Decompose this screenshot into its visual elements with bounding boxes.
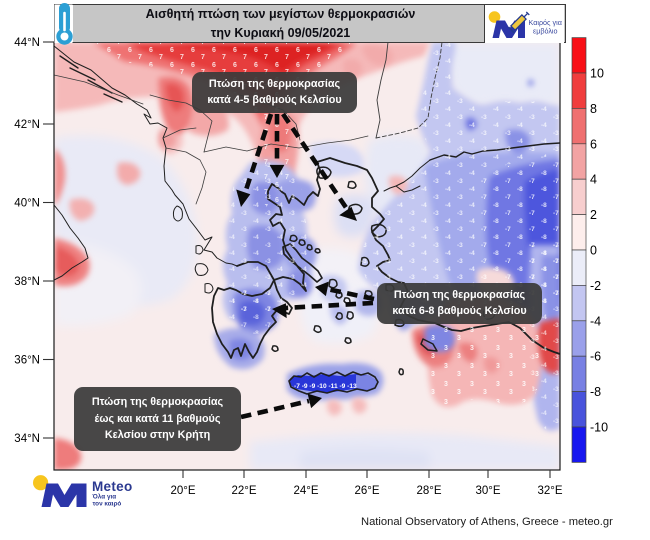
svg-text:-10: -10: [590, 421, 608, 435]
svg-text:τον καιρό: τον καιρό: [93, 501, 122, 508]
svg-text:44°N: 44°N: [14, 37, 40, 49]
svg-text:36°N: 36°N: [14, 355, 40, 367]
svg-text:-8: -8: [590, 385, 601, 399]
svg-text:4: 4: [590, 173, 597, 187]
svg-text:26°E: 26°E: [354, 485, 379, 497]
svg-text:-2: -2: [590, 279, 601, 293]
svg-text:Meteo: Meteo: [92, 479, 133, 494]
svg-text:24°E: 24°E: [293, 485, 318, 497]
svg-text:Καιρός για: Καιρός για: [529, 18, 562, 27]
svg-text:8: 8: [590, 102, 597, 116]
svg-text:Όλα για: Όλα για: [92, 493, 117, 501]
svg-text:30°E: 30°E: [475, 485, 500, 497]
svg-text:40°N: 40°N: [14, 198, 40, 210]
svg-text:-6: -6: [590, 350, 601, 364]
svg-text:2: 2: [590, 208, 597, 222]
svg-text:εμβόλιο: εμβόλιο: [533, 26, 558, 35]
svg-text:-4: -4: [590, 314, 601, 328]
svg-text:6: 6: [590, 137, 597, 151]
svg-text:10: 10: [590, 67, 604, 81]
svg-text:28°E: 28°E: [416, 485, 441, 497]
svg-text:0: 0: [590, 244, 597, 258]
svg-text:42°N: 42°N: [14, 119, 40, 131]
svg-text:-7 -9 -9 -10 -11 -9 -13: -7 -9 -9 -10 -11 -9 -13: [294, 383, 357, 390]
svg-text:22°E: 22°E: [231, 485, 256, 497]
svg-text:34°N: 34°N: [14, 433, 40, 445]
svg-text:20°E: 20°E: [170, 485, 195, 497]
svg-text:38°N: 38°N: [14, 276, 40, 288]
svg-text:32°E: 32°E: [537, 485, 562, 497]
